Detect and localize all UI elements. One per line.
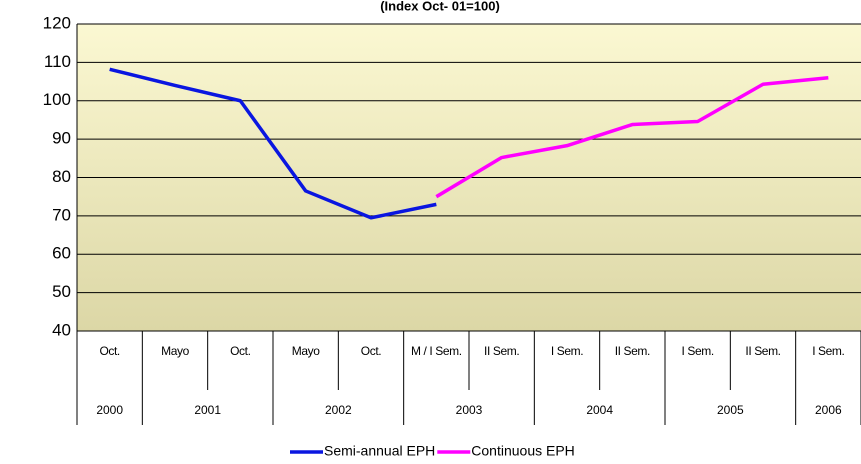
series-line bbox=[109, 67, 437, 220]
y-tick-label: 80 bbox=[52, 167, 71, 186]
y-tick-label: 50 bbox=[52, 282, 71, 301]
y-tick-label: 120 bbox=[43, 13, 71, 32]
y-tick-label: 40 bbox=[52, 320, 71, 339]
y-tick-label: 70 bbox=[52, 205, 71, 224]
x-tick-label: I Sem. bbox=[812, 344, 845, 358]
x-tick-label: Oct. bbox=[230, 344, 251, 358]
x-group-label: 2004 bbox=[586, 403, 613, 417]
y-tick-label: 90 bbox=[52, 129, 71, 148]
legend-label: Semi-annual EPH bbox=[324, 443, 435, 459]
x-group-label: 2002 bbox=[325, 403, 352, 417]
x-tick-label: I Sem. bbox=[681, 344, 715, 358]
x-tick-label: M / I Sem. bbox=[410, 344, 462, 358]
x-tick-label: II Sem. bbox=[484, 344, 520, 358]
x-tick-label: II Sem. bbox=[745, 344, 781, 358]
legend-label: Continuous EPH bbox=[471, 443, 575, 459]
x-group-label: 2005 bbox=[717, 403, 744, 417]
x-tick-label: Oct. bbox=[99, 344, 120, 358]
x-group-label: 2003 bbox=[456, 403, 483, 417]
x-tick-label: I Sem. bbox=[550, 344, 584, 358]
x-tick-label: Mayo bbox=[161, 344, 189, 358]
x-group-label: 2001 bbox=[194, 403, 221, 417]
x-group-label: 2006 bbox=[815, 403, 842, 417]
y-tick-label: 110 bbox=[44, 52, 71, 71]
x-tick-label: Mayo bbox=[291, 344, 320, 358]
chart-title: (Index Oct- 01=100) bbox=[380, 0, 500, 13]
y-tick-label: 60 bbox=[52, 244, 71, 263]
series-line bbox=[435, 75, 829, 199]
x-group-label: 2000 bbox=[96, 403, 123, 417]
x-tick-label: II Sem. bbox=[614, 344, 651, 358]
x-tick-label: Oct. bbox=[360, 344, 382, 358]
y-tick-label: 100 bbox=[43, 90, 71, 109]
